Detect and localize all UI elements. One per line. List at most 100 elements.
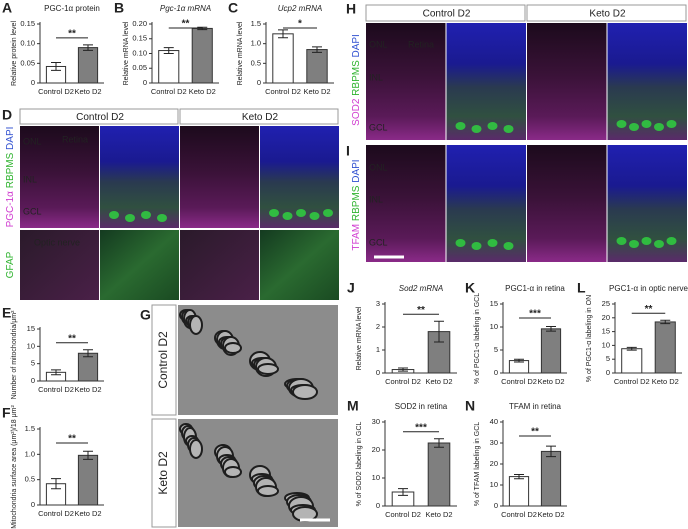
y-tick-label: 0.20 — [132, 19, 147, 28]
cell — [125, 214, 135, 222]
column-header: Keto D2 — [242, 112, 279, 123]
micrograph — [180, 126, 259, 228]
cell — [323, 209, 333, 217]
y-tick-label: 1.0 — [25, 449, 35, 458]
y-tick-label: 1 — [376, 345, 380, 354]
y-tick-label: 20 — [372, 445, 380, 454]
error-bar — [398, 367, 408, 372]
micrograph — [527, 23, 607, 140]
cell — [109, 211, 119, 219]
significance-label: ** — [531, 427, 539, 438]
y-tick-label: 0 — [31, 376, 35, 385]
layer-label: INL — [369, 72, 383, 82]
y-axis-label: Mitochondria surface area (μm²)/18 μm² — [11, 405, 18, 529]
region-label: Retina — [62, 134, 88, 144]
row-label-box — [151, 418, 177, 528]
channel-name: SOD2 — [351, 98, 362, 126]
bar — [621, 348, 643, 374]
layer-label: ONL — [369, 162, 388, 172]
y-tick-label: 15 — [490, 299, 498, 308]
y-axis-label: % of TFAM labeling in GCL — [474, 422, 481, 506]
panel-letter: F — [2, 405, 11, 421]
bar — [77, 47, 99, 84]
y-tick-label: 0 — [376, 501, 380, 510]
panel-letter: H — [346, 1, 356, 17]
y-tick-label: 0.05 — [132, 63, 147, 72]
column-header: Control D2 — [76, 112, 124, 123]
y-tick-label: 10 — [27, 341, 35, 350]
y-tick-label: 0 — [494, 501, 498, 510]
channel-name: TFAM — [351, 224, 362, 251]
bar — [540, 328, 562, 374]
y-axis-label: % of PGC1-α labeling in GCL — [474, 293, 481, 384]
significance-label: ** — [182, 19, 190, 30]
bar — [427, 442, 451, 507]
axon — [257, 363, 279, 375]
x-tick-label: Keto D2 — [425, 510, 452, 519]
y-tick-label: 5 — [494, 345, 498, 354]
significance-label: ** — [417, 305, 425, 316]
cell — [654, 240, 664, 248]
cell — [629, 123, 639, 131]
cell — [487, 239, 498, 247]
y-tick-label: 0 — [31, 500, 35, 509]
error-bar — [51, 369, 61, 376]
cell — [666, 237, 677, 245]
cell — [471, 125, 482, 133]
x-tick-label: Control D2 — [265, 87, 301, 96]
error-bar — [398, 488, 408, 496]
chart-title: SOD2 in retina — [395, 402, 448, 411]
panel-letter: I — [346, 143, 350, 159]
axon — [257, 485, 279, 497]
y-tick-label: 1.5 — [25, 424, 35, 433]
bar — [191, 27, 213, 84]
significance-label: ** — [68, 434, 76, 445]
x-tick-label: Keto D2 — [74, 509, 101, 518]
y-tick-label: 0.05 — [20, 58, 35, 67]
micrograph — [100, 230, 179, 300]
cell — [455, 122, 466, 130]
cell — [641, 237, 652, 245]
y-tick-label: 10 — [372, 473, 380, 482]
micrograph — [366, 23, 446, 140]
x-tick-label: Control D2 — [385, 510, 421, 519]
y-tick-label: 25 — [602, 299, 610, 308]
chart-title: PGC1-α in retina — [505, 284, 565, 293]
x-tick-label: Control D2 — [151, 87, 187, 96]
layer-label: INL — [23, 174, 37, 184]
y-tick-label: 3 — [376, 299, 380, 308]
cell — [654, 123, 664, 131]
x-tick-label: Control D2 — [501, 377, 537, 386]
column-header: Control D2 — [423, 9, 471, 20]
y-tick-label: 30 — [372, 417, 380, 426]
bar — [654, 321, 676, 374]
panel-letter: J — [347, 280, 355, 296]
significance-label: ** — [68, 28, 76, 39]
row-label: Keto D2 — [156, 451, 170, 495]
x-tick-label: Keto D2 — [74, 385, 101, 394]
y-tick-label: 5 — [606, 354, 610, 363]
bar — [77, 352, 99, 382]
error-bar — [514, 358, 524, 363]
x-tick-label: Keto D2 — [189, 87, 216, 96]
y-tick-label: 0.10 — [132, 48, 147, 57]
panel-letter: K — [465, 280, 475, 296]
channel-name: DAPI — [5, 127, 16, 150]
panel-letter: M — [347, 398, 359, 414]
error-bar — [312, 46, 322, 53]
cell — [269, 209, 279, 217]
y-tick-label: 2 — [376, 322, 380, 331]
y-tick-label: 20 — [602, 313, 610, 322]
micrograph — [100, 126, 179, 228]
panel-letter: B — [114, 0, 124, 16]
cell — [471, 242, 482, 250]
axon — [189, 439, 203, 459]
bar — [272, 33, 294, 84]
y-axis-label: Number of mitochondria/μm² — [11, 310, 18, 400]
y-axis-label: Relative mRNA level — [237, 21, 244, 85]
error-bar — [626, 346, 637, 351]
bar — [306, 49, 328, 84]
y-tick-label: 15 — [27, 324, 35, 333]
bar — [158, 50, 180, 84]
